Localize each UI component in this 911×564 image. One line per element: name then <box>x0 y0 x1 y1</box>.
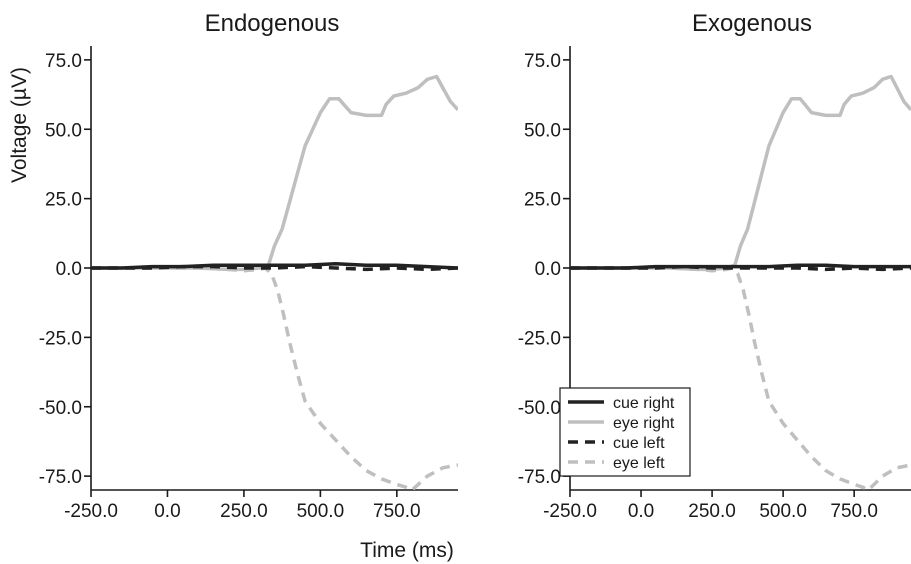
legend: cue right eye right cue left eye left <box>559 387 691 477</box>
endogenous-x-tick-label: 0.0 <box>154 501 180 522</box>
endogenous-x-tick-label: -250.0 <box>64 501 118 522</box>
endogenous-series-group <box>91 74 458 490</box>
exogenous-title: Exogenous <box>692 10 812 37</box>
endogenous-y-tick-label: -25.0 <box>39 328 82 349</box>
exogenous-eye-right-line <box>570 74 911 272</box>
endogenous-title: Endogenous <box>205 10 340 37</box>
endogenous-y-tick-label: 50.0 <box>45 120 82 141</box>
exogenous-x-tick-label: 750.0 <box>830 501 878 522</box>
exogenous-y-tick-label: 75.0 <box>524 51 561 72</box>
legend-label-eye-left: eye left <box>613 455 665 472</box>
endogenous-x-tick-label: 750.0 <box>373 501 421 522</box>
exogenous-x-tick-label: 0.0 <box>628 501 654 522</box>
exogenous-x-axis-title: Time (ms) <box>360 539 454 562</box>
endogenous-y-tick-label: 75.0 <box>45 51 82 72</box>
legend-label-eye-right: eye right <box>613 415 675 432</box>
endogenous-x-tick-label: 500.0 <box>297 501 345 522</box>
endogenous-y-tick-label: 25.0 <box>45 190 82 211</box>
exogenous-cue-left-line <box>570 264 911 272</box>
legend-label-cue-right: cue right <box>613 395 675 412</box>
exogenous-series-group <box>570 74 911 490</box>
legend-label-cue-left: cue left <box>613 435 665 452</box>
exogenous-y-tick-label: -50.0 <box>518 398 561 419</box>
exogenous-panel: Exogenous Time (ms) 75.0 50.0 25.0 0.0 -25.0… <box>360 10 911 562</box>
exogenous-y-tick-label: -75.0 <box>518 467 561 488</box>
exogenous-x-tick-label: -250.0 <box>543 501 597 522</box>
exogenous-y-tick-label: -25.0 <box>518 328 561 349</box>
endogenous-cue-right-line <box>91 262 458 270</box>
endogenous-cue-left-line <box>91 264 458 272</box>
endogenous-eye-right-line <box>91 74 458 272</box>
exogenous-y-tick-label: 0.0 <box>535 259 561 280</box>
endogenous-eye-left-line <box>91 266 458 490</box>
endogenous-y-tick-label: -75.0 <box>39 467 82 488</box>
exogenous-y-tick-label: 25.0 <box>524 190 561 211</box>
endogenous-y-tick-label: -50.0 <box>39 398 82 419</box>
exogenous-x-tick-label: 250.0 <box>688 501 736 522</box>
endogenous-panel: Endogenous Voltage (µV) 75.0 50.0 25.0 0.0 -… <box>8 10 458 522</box>
endogenous-y-tick-label: 0.0 <box>56 259 82 280</box>
exogenous-x-tick-label: 500.0 <box>759 501 807 522</box>
exogenous-eye-left-line <box>570 266 911 490</box>
endogenous-x-tick-label: 250.0 <box>220 501 268 522</box>
endogenous-y-axis-title: Voltage (µV) <box>8 67 31 183</box>
exogenous-y-tick-label: 50.0 <box>524 120 561 141</box>
